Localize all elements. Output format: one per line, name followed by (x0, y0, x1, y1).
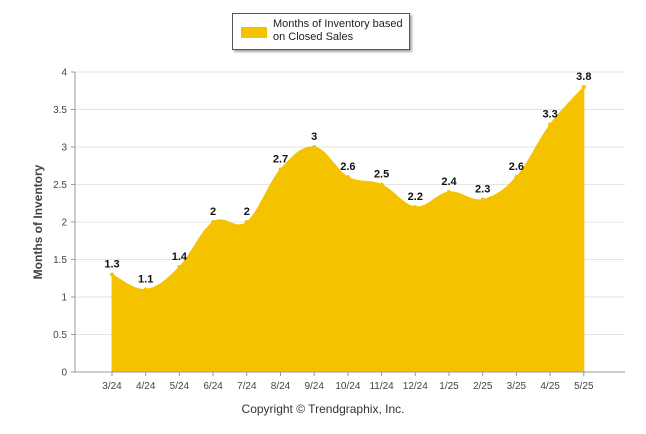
x-tick-label: 4/24 (136, 381, 156, 392)
y-tick-label: 1.5 (53, 255, 67, 266)
x-tick-label: 7/24 (237, 381, 257, 392)
x-tick-label: 1/25 (439, 381, 459, 392)
data-label: 2.2 (408, 191, 423, 203)
data-point (278, 167, 283, 172)
y-tick-label: 3.5 (53, 105, 67, 116)
data-point (110, 272, 114, 277)
y-tick-label: 0 (61, 368, 67, 379)
data-point (143, 287, 148, 292)
data-label: 2 (244, 206, 250, 218)
area-fill (111, 85, 585, 373)
y-tick-label: 1 (61, 293, 67, 304)
data-label: 3.3 (542, 109, 557, 121)
data-point (211, 220, 216, 224)
data-label: 2.7 (273, 154, 288, 166)
x-tick-label: 6/24 (203, 381, 223, 392)
axes: 0 0.5 1 1.5 2 2.5 3 3.5 4 3/24 4/24 5/24 6/24 7/24 8/2… (53, 68, 625, 392)
data-label: 1.4 (172, 251, 188, 263)
y-tick-label: 3 (61, 143, 67, 154)
data-label: 1.1 (138, 274, 153, 286)
data-label: 1.3 (104, 259, 119, 271)
x-tick-label: 10/24 (335, 381, 360, 392)
data-point (312, 145, 317, 149)
data-point (379, 182, 384, 187)
data-label: 2.5 (374, 169, 389, 181)
y-tick-label: 2.5 (53, 180, 67, 191)
x-tick-label: 5/25 (574, 381, 594, 392)
x-tick-label: 12/24 (403, 381, 428, 392)
data-point (514, 175, 519, 179)
x-tick-label: 3/25 (507, 381, 527, 392)
data-label: 3.8 (576, 71, 591, 83)
y-axis-label: Months of Inventory (31, 164, 45, 280)
data-point (413, 205, 418, 209)
data-point (480, 197, 485, 202)
x-tick-label: 2/25 (473, 381, 493, 392)
data-point (548, 122, 553, 127)
x-tick-label: 5/24 (170, 381, 190, 392)
data-labels: 1.3 1.1 1.4 2 2 2.7 3 2.6 2.5 2.2 2.4 2.3 2.6 3.3 3.8 (104, 71, 591, 286)
x-tick-label: 3/24 (102, 381, 122, 392)
data-label: 2.3 (475, 184, 490, 196)
x-tick-label: 4/25 (540, 381, 560, 392)
y-tick-label: 4 (61, 68, 67, 79)
data-point (244, 220, 249, 224)
data-point (345, 175, 350, 179)
data-point (177, 265, 182, 269)
data-label: 2.4 (441, 176, 457, 188)
x-tick-label: 8/24 (271, 381, 291, 392)
legend-label: Months of Inventory based on Closed Sale… (273, 18, 408, 44)
data-label: 2.6 (340, 161, 355, 173)
data-label: 3 (311, 131, 317, 143)
legend[interactable]: Months of Inventory based on Closed Sale… (232, 13, 410, 50)
x-tick-label: 9/24 (304, 381, 324, 392)
data-point (581, 85, 586, 89)
legend-swatch (241, 27, 267, 38)
copyright-text: Copyright © Trendgraphix, Inc. (241, 402, 405, 416)
data-label: 2.6 (509, 161, 524, 173)
legend-label-line-2: on Closed Sales (273, 31, 354, 43)
y-tick-label: 2 (61, 218, 67, 229)
y-tick-label: 0.5 (53, 330, 67, 341)
data-label: 2 (210, 206, 216, 218)
data-point (447, 190, 451, 194)
legend-label-line-1: Months of Inventory based (273, 18, 403, 30)
area-series (110, 85, 586, 373)
x-tick-label: 11/24 (369, 381, 394, 392)
